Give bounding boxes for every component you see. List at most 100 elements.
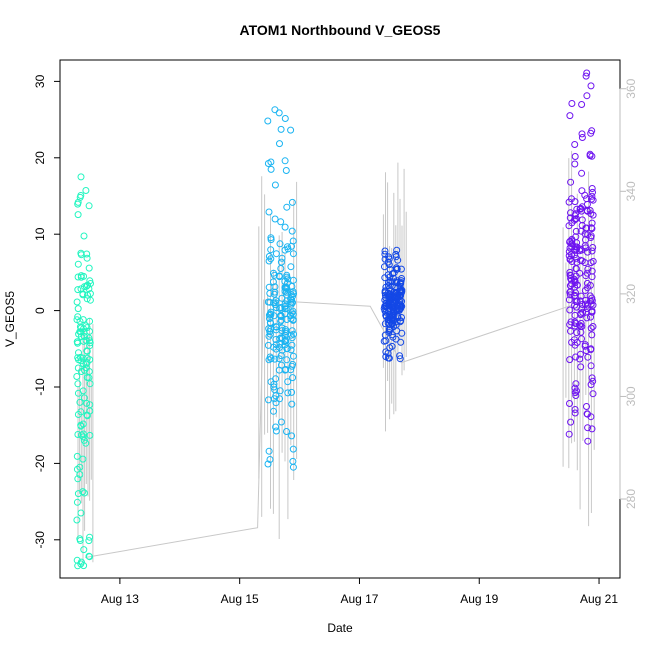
data-point [381,307,389,315]
data-point [288,227,296,235]
data-point [392,306,400,314]
x-tick-label: Aug 21 [580,592,618,606]
data-point [288,309,296,317]
data-point [567,276,575,284]
data-point [572,272,580,280]
data-point [271,355,279,363]
data-point [566,244,574,252]
data-point [572,210,580,218]
data-point [568,258,576,265]
data-point [77,408,85,416]
data-point [267,355,275,363]
data-point [83,295,91,303]
data-point [276,140,283,148]
data-point [272,304,280,312]
series-4 [565,69,597,445]
data-point [278,327,286,335]
data-point [83,399,91,407]
secondary-trace-burst-0 [77,318,94,564]
data-point [568,237,576,245]
data-point [74,286,82,294]
data-point [588,127,596,135]
data-point [288,388,296,396]
data-point [581,259,589,267]
data-point [586,281,594,289]
data-point [277,304,285,311]
data-point [289,374,297,382]
data-point [393,279,401,287]
data-point [83,347,91,355]
data-point [393,246,401,254]
data-point [288,334,296,342]
data-point [397,301,405,309]
data-point [381,287,389,295]
data-point [588,185,596,192]
data-point [86,337,94,345]
data-point [266,456,274,463]
data-point [265,447,273,455]
data-point [275,355,283,363]
data-point [385,261,393,269]
data-point [566,291,574,299]
data-point [271,299,279,307]
data-point [566,306,574,314]
data-point [77,173,85,181]
series-2 [264,106,297,471]
data-point [277,218,285,226]
data-point [267,165,275,173]
data-point [577,350,584,358]
y-tick-label: -10 [33,378,47,396]
data-point [266,330,274,338]
data-point [397,265,405,273]
secondary-y-tick-label: 340 [624,181,638,201]
data-point [77,509,85,517]
data-point [73,498,81,506]
data-point [79,455,87,463]
data-point [582,272,590,280]
data-point [587,82,595,90]
data-point [572,227,580,235]
data-point [79,433,87,441]
data-point [583,305,591,313]
data-point [571,160,579,168]
data-point [566,321,574,329]
y-tick-label: -20 [33,454,47,472]
data-point [397,278,405,286]
data-point [583,314,591,322]
data-point [265,283,273,291]
data-point [571,406,579,413]
data-point [386,325,394,333]
data-point [565,430,573,438]
data-point [283,356,291,364]
data-point [565,198,573,206]
data-point [578,335,585,343]
data-point [289,299,296,307]
data-point [77,560,85,568]
data-point [281,157,289,165]
data-point [589,323,597,330]
data-point [565,222,573,230]
data-point [589,301,597,309]
secondary-line-layer [77,150,595,564]
data-point [277,313,285,320]
data-point [572,233,580,241]
data-point [578,130,586,138]
data-point [265,257,273,265]
data-point [73,516,81,524]
data-point [587,381,595,389]
data-point [287,366,295,374]
data-point [589,196,597,204]
data-point [80,546,88,554]
data-point [74,389,82,397]
data-point [567,272,575,280]
data-point [270,407,277,415]
data-point [270,271,278,279]
data-point [270,395,278,403]
data-point [283,243,291,251]
data-point [281,300,289,308]
data-point [389,333,397,341]
data-point [565,252,573,260]
data-point [578,169,586,177]
data-point [587,224,595,232]
data-point [582,297,590,304]
